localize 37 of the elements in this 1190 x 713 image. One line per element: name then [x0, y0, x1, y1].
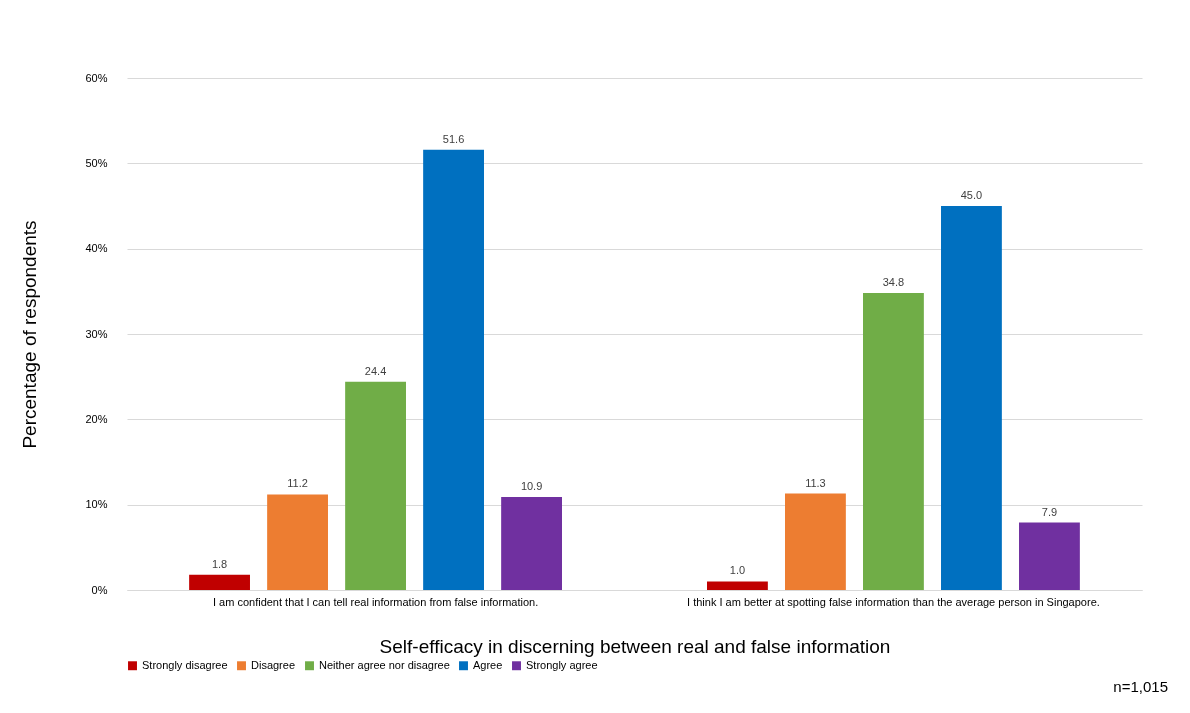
- bar: [423, 149, 484, 590]
- text: n=1,015: [1113, 678, 1168, 695]
- bar: [941, 206, 1002, 590]
- x-tick-label: I am confident that I can tell real information from false information.: [212, 595, 539, 608]
- y-tick-label: 40%: [85, 242, 108, 255]
- y-tick-label: 0%: [91, 583, 108, 596]
- legend-label: Neither agree nor disagree: [319, 658, 450, 671]
- bar: [189, 574, 250, 590]
- y-tick-label: 50%: [85, 156, 108, 169]
- legend-label: Disagree: [251, 658, 296, 671]
- text: 45.0: [960, 189, 983, 201]
- text: 7.9: [1041, 505, 1058, 518]
- text: 11.2: [287, 477, 308, 490]
- text: 51.6: [442, 132, 465, 145]
- text: 1.8: [211, 557, 228, 570]
- text: 10.9: [520, 479, 543, 492]
- y-tick-label: 60%: [85, 71, 108, 84]
- y-tick-label: 20%: [85, 412, 108, 425]
- text: 11.3: [805, 476, 826, 489]
- bar: [707, 581, 768, 590]
- legend-label: Agree: [473, 658, 503, 671]
- y-tick-label: 10%: [85, 498, 108, 511]
- bar: [863, 293, 924, 590]
- legend-label: Strongly disagree: [142, 658, 228, 671]
- bar: [267, 494, 328, 590]
- x-tick-label: I think I am better at spotting false information than the average person in Singapore.: [687, 595, 1100, 608]
- y-tick-label: 30%: [85, 327, 108, 340]
- text: 34.8: [882, 276, 905, 289]
- bar: [501, 496, 562, 590]
- bar: [1019, 522, 1080, 590]
- x-axis-title: Self-efficacy in discerning between real and false information: [379, 635, 891, 657]
- legend-label: Strongly agree: [526, 658, 598, 671]
- y-axis-title: Percentage of respondents: [19, 220, 41, 449]
- bar: [785, 493, 846, 590]
- bar: [345, 381, 406, 590]
- text: 1.0: [729, 564, 746, 577]
- text: 24.4: [364, 364, 387, 377]
